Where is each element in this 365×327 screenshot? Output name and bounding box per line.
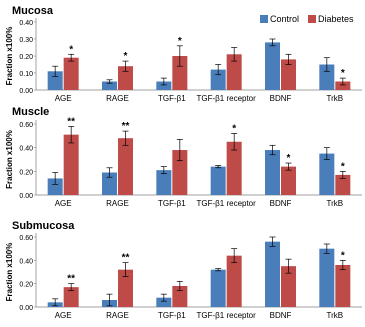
significance-marker: * <box>178 36 182 47</box>
significance-marker: * <box>124 51 128 62</box>
x-tick-label: BDNF <box>270 311 292 320</box>
bar-diabetes <box>63 287 79 307</box>
y-tick-label: 0.00 <box>19 88 33 95</box>
y-tick-label: 0.40 <box>19 146 33 153</box>
bar-control <box>102 172 117 195</box>
bar-diabetes <box>118 269 133 307</box>
bar-diabetes <box>63 57 79 90</box>
y-axis-label: Fraction x100% <box>5 243 14 302</box>
x-tick-label: AGE <box>55 199 72 208</box>
panel-title: Submucosa <box>12 220 75 232</box>
bar-diabetes <box>118 138 133 195</box>
significance-marker: * <box>287 153 291 164</box>
bar-control <box>319 153 335 195</box>
bar-diabetes <box>226 141 242 195</box>
significance-marker: * <box>341 250 345 261</box>
y-axis-label: Fraction x100% <box>5 27 14 86</box>
y-tick-label: 0.40 <box>19 258 33 265</box>
x-tick-label: RAGE <box>106 199 129 208</box>
x-tick-label: TGF-β1 <box>158 199 186 208</box>
panel-title: Muscle <box>12 106 49 118</box>
bar-control <box>156 297 172 307</box>
bar-control <box>156 81 172 90</box>
significance-marker: * <box>341 68 345 79</box>
bar-control <box>210 269 226 307</box>
bar-control <box>156 170 172 195</box>
bar-control <box>265 42 280 90</box>
panel-0: Mucosa Fraction x100% 0.00 0.10 0.20 0.30 0.40… <box>5 5 362 103</box>
x-tick-label: AGE <box>55 94 72 103</box>
x-tick-label: TGF-β1 receptor <box>197 199 257 208</box>
y-tick-label: 0.20 <box>19 54 33 61</box>
x-tick-label: TGF-β1 <box>158 311 186 320</box>
significance-marker: * <box>341 161 345 172</box>
significance-marker: ** <box>122 253 130 264</box>
panel-2: Submucosa Fraction x100% 0.00 0.20 0.40 0.60 *… <box>5 220 362 320</box>
x-tick-label: BDNF <box>270 199 292 208</box>
x-tick-label: TGF-β1 receptor <box>197 311 257 320</box>
bar-control <box>319 248 335 307</box>
legend: Control Diabetes <box>260 14 354 24</box>
chart-panels: Mucosa Fraction x100% 0.00 0.10 0.20 0.30 0.40… <box>5 5 362 320</box>
significance-marker: * <box>69 44 73 55</box>
x-tick-label: RAGE <box>106 311 129 320</box>
bar-diabetes <box>226 255 242 307</box>
y-tick-label: 0.10 <box>19 71 33 78</box>
y-tick-label: 0.40 <box>19 20 33 27</box>
y-tick-label: 0.60 <box>19 235 33 242</box>
bar-diabetes <box>172 150 188 195</box>
bar-control <box>319 64 335 90</box>
y-tick-label: 0.60 <box>19 122 33 129</box>
bar-diabetes <box>335 174 351 195</box>
significance-marker: ** <box>67 274 75 285</box>
significance-marker: * <box>232 123 236 134</box>
bar-diabetes <box>172 56 188 90</box>
bar-diabetes <box>281 166 296 195</box>
x-tick-label: TGF-β1 <box>158 94 186 103</box>
bar-diabetes <box>118 66 133 90</box>
bar-diabetes <box>335 81 351 90</box>
panel-title: Mucosa <box>12 5 54 17</box>
bar-control <box>210 69 226 90</box>
x-tick-label: TrkB <box>327 199 344 208</box>
significance-marker: ** <box>67 116 75 127</box>
bar-diabetes <box>335 265 351 307</box>
bar-control <box>265 150 280 195</box>
bar-control <box>265 241 280 307</box>
x-tick-label: TrkB <box>327 311 344 320</box>
x-tick-label: RAGE <box>106 94 129 103</box>
bar-control <box>210 166 226 195</box>
bar-diabetes <box>281 266 296 307</box>
legend-swatch-diabetes <box>308 15 316 23</box>
y-tick-label: 0.20 <box>19 169 33 176</box>
significance-marker: ** <box>122 121 130 132</box>
x-tick-label: BDNF <box>270 94 292 103</box>
legend-label-diabetes: Diabetes <box>318 14 354 24</box>
bar-diabetes <box>281 59 296 90</box>
bar-diabetes <box>63 134 79 195</box>
y-axis-label: Fraction x100% <box>5 130 14 189</box>
legend-label-control: Control <box>270 14 299 24</box>
y-tick-label: 0.00 <box>19 193 33 200</box>
bar-diabetes <box>226 54 242 90</box>
bar-control <box>47 178 63 195</box>
y-tick-label: 0.30 <box>19 37 33 44</box>
x-tick-label: TrkB <box>327 94 344 103</box>
bar-control <box>102 81 117 90</box>
bar-diabetes <box>172 286 188 307</box>
y-tick-label: 0.20 <box>19 282 33 289</box>
x-tick-label: AGE <box>55 311 72 320</box>
x-tick-label: TGF-β1 receptor <box>197 94 257 103</box>
legend-swatch-control <box>260 15 268 23</box>
bar-control <box>47 71 63 90</box>
y-tick-label: 0.00 <box>19 305 33 312</box>
